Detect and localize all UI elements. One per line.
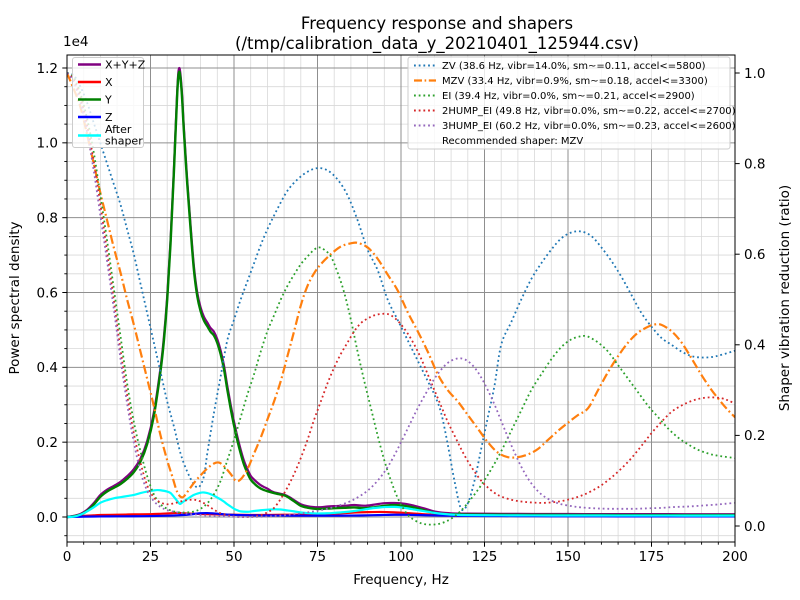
x-tick-label: 125 <box>472 549 498 565</box>
x-tick-label: 0 <box>63 549 72 565</box>
shaper-legend-label: 3HUMP_EI (60.2 Hz, vibr=0.0%, sm~=0.23, … <box>442 121 736 132</box>
psd-legend-label: X+Y+Z <box>105 58 146 71</box>
shaper-legend-label: 2HUMP_EI (49.8 Hz, vibr=0.0%, sm~=0.22, … <box>442 106 736 117</box>
x-tick-label: 200 <box>722 549 748 565</box>
x-axis-label: Frequency, Hz <box>353 572 449 588</box>
psd-legend-label: shaper <box>105 135 143 148</box>
shaper-legend-label: MZV (33.4 Hz, vibr=0.9%, sm~=0.18, accel… <box>442 76 708 87</box>
x-tick-label: 50 <box>225 549 242 565</box>
y-left-tick-label: 0.0 <box>37 510 58 526</box>
x-tick-label: 75 <box>309 549 326 565</box>
y-left-tick-label: 0.2 <box>37 435 58 451</box>
series-ei <box>67 72 735 526</box>
y-axis-label-right: Shaper vibration reduction (ratio) <box>777 185 793 411</box>
y-left-tick-label: 1.2 <box>37 61 58 77</box>
shaper-legend-label: EI (39.4 Hz, vibr=0.0%, sm~=0.21, accel<… <box>442 91 695 102</box>
shapers-legend: ZV (38.6 Hz, vibr=14.0%, sm~=0.11, accel… <box>407 56 736 150</box>
y-right-tick-label: 0.0 <box>744 519 765 535</box>
y-axis-offset-text: 1e4 <box>63 34 88 50</box>
shapers-legend-box <box>407 56 731 150</box>
y-right-tick-label: 0.4 <box>744 338 765 354</box>
chart-subtitle: (/tmp/calibration_data_y_20210401_125944… <box>235 34 639 54</box>
x-tick-label: 175 <box>639 549 665 565</box>
psd-legend-box <box>72 57 144 148</box>
series-zv <box>67 72 735 512</box>
y-left-tick-label: 0.6 <box>37 285 58 301</box>
psd-legend-label: X <box>105 76 113 89</box>
x-tick-label: 100 <box>388 549 414 565</box>
chart-title: Frequency response and shapers <box>301 14 573 33</box>
x-tick-label: 25 <box>142 549 159 565</box>
axis-tick-labels: 0 25 50 75 100 125 150 175 200 0.0 0.2 0.4 0.6 0.8 1.0… <box>37 61 766 565</box>
recommended-shaper-text: Recommended shaper: MZV <box>442 136 583 147</box>
x-tick-label: 150 <box>555 549 581 565</box>
y-axis-label-left: Power spectral density <box>7 221 23 374</box>
psd-legend-label: Z <box>105 111 113 124</box>
shaper-legend-label: ZV (38.6 Hz, vibr=14.0%, sm~=0.11, accel… <box>442 61 706 72</box>
data-curves <box>67 66 735 526</box>
y-right-tick-label: 0.8 <box>744 156 765 172</box>
y-right-tick-label: 1.0 <box>744 66 765 82</box>
y-left-tick-label: 0.8 <box>37 210 58 226</box>
y-right-tick-label: 0.6 <box>744 247 765 263</box>
axis-ticks <box>62 67 740 547</box>
psd-legend-label: After <box>105 123 132 136</box>
y-left-tick-label: 1.0 <box>37 136 58 152</box>
y-left-tick-label: 0.4 <box>37 360 58 376</box>
series-mzv <box>67 72 735 499</box>
y-right-tick-label: 0.2 <box>744 428 765 444</box>
psd-legend-label: Y <box>104 93 112 106</box>
